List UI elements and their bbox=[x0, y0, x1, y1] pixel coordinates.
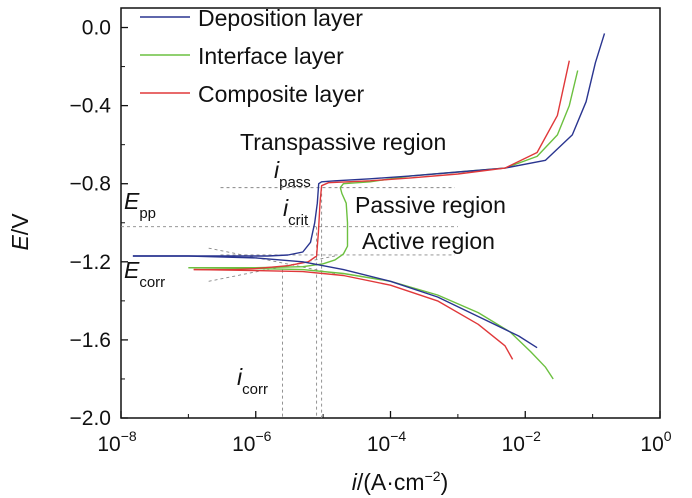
annotation-transpassive: Transpassive region bbox=[240, 129, 446, 155]
x-tick-label: 10−8 bbox=[97, 428, 137, 456]
series-line-deposition-cathodic bbox=[132, 255, 538, 349]
icorr-symbol: i bbox=[237, 364, 243, 390]
reference-lines bbox=[121, 187, 458, 418]
icorr-subscript: corr bbox=[242, 381, 268, 398]
legend-label-interface: Interface layer bbox=[198, 43, 344, 69]
x-tick-exponent: 0 bbox=[664, 428, 672, 444]
series-line-composite-cathodic bbox=[193, 268, 514, 360]
icrit-symbol: i bbox=[283, 195, 289, 221]
y-axis-title: E/V bbox=[7, 213, 33, 251]
x-tick-exponent: −2 bbox=[525, 428, 541, 444]
annotation-icrit: icrit bbox=[283, 195, 309, 229]
x-tick-base: 10 bbox=[97, 433, 120, 456]
x-tick-exponent: −8 bbox=[121, 428, 137, 444]
annotation-passive: Passive region bbox=[355, 192, 506, 218]
annotation-epp: Epp bbox=[124, 188, 156, 222]
x-tick-base: 10 bbox=[232, 433, 255, 456]
ipass-subscript: pass bbox=[279, 174, 311, 191]
x-tick-base: 10 bbox=[640, 433, 663, 456]
icrit-subscript: crit bbox=[288, 212, 309, 229]
legend: Deposition layer Interface layer Composi… bbox=[140, 5, 365, 107]
x-axis-title: i/(A·cm−2) bbox=[352, 468, 448, 495]
epp-symbol: E bbox=[124, 188, 140, 214]
y-tick-label: −0.4 bbox=[70, 95, 112, 118]
x-axis-close: ) bbox=[441, 469, 449, 495]
ecorr-subscript: corr bbox=[139, 274, 165, 291]
series-line-deposition-anodic bbox=[132, 33, 606, 257]
y-axis-symbol: E bbox=[7, 235, 33, 251]
x-tick-label: 10−2 bbox=[502, 428, 542, 456]
x-axis-unit: /(A·cm bbox=[357, 469, 425, 495]
x-axis-symbol: i bbox=[352, 469, 358, 495]
x-tick-label: 10−4 bbox=[367, 428, 407, 456]
x-tick-base: 10 bbox=[367, 433, 390, 456]
series-line-interface-anodic bbox=[188, 70, 579, 269]
y-tick-label: −1.2 bbox=[70, 251, 111, 274]
y-tick-label: −0.8 bbox=[70, 173, 111, 196]
x-axis-unit-exponent: −2 bbox=[425, 468, 441, 484]
annotation-ecorr: Ecorr bbox=[124, 257, 165, 291]
axes: 10−8 10−6 10−4 10−2 100−2.0−1.6−1.2−0.8−0.40… bbox=[70, 7, 672, 456]
x-tick-exponent: −4 bbox=[390, 428, 406, 444]
legend-label-composite: Composite layer bbox=[198, 81, 365, 107]
annotation-icorr: icorr bbox=[237, 364, 268, 398]
y-tick-label: 0.0 bbox=[82, 17, 111, 40]
y-axis-unit: /V bbox=[7, 213, 33, 235]
x-tick-label: 100 bbox=[640, 428, 671, 456]
x-tick-label: 10−6 bbox=[232, 428, 272, 456]
annotation-ipass: ipass bbox=[274, 157, 311, 191]
series-lines bbox=[132, 33, 606, 380]
annotation-active: Active region bbox=[362, 228, 495, 254]
ipass-symbol: i bbox=[274, 157, 280, 183]
y-tick-label: −2.0 bbox=[70, 407, 111, 430]
x-tick-exponent: −6 bbox=[255, 428, 271, 444]
x-tick-base: 10 bbox=[502, 433, 525, 456]
ecorr-symbol: E bbox=[124, 257, 140, 283]
series-line-composite-anodic bbox=[193, 60, 570, 271]
legend-label-deposition: Deposition layer bbox=[198, 5, 363, 31]
y-tick-label: −1.6 bbox=[70, 329, 111, 352]
epp-subscript: pp bbox=[139, 205, 156, 222]
series-line-interface-cathodic bbox=[188, 267, 554, 380]
